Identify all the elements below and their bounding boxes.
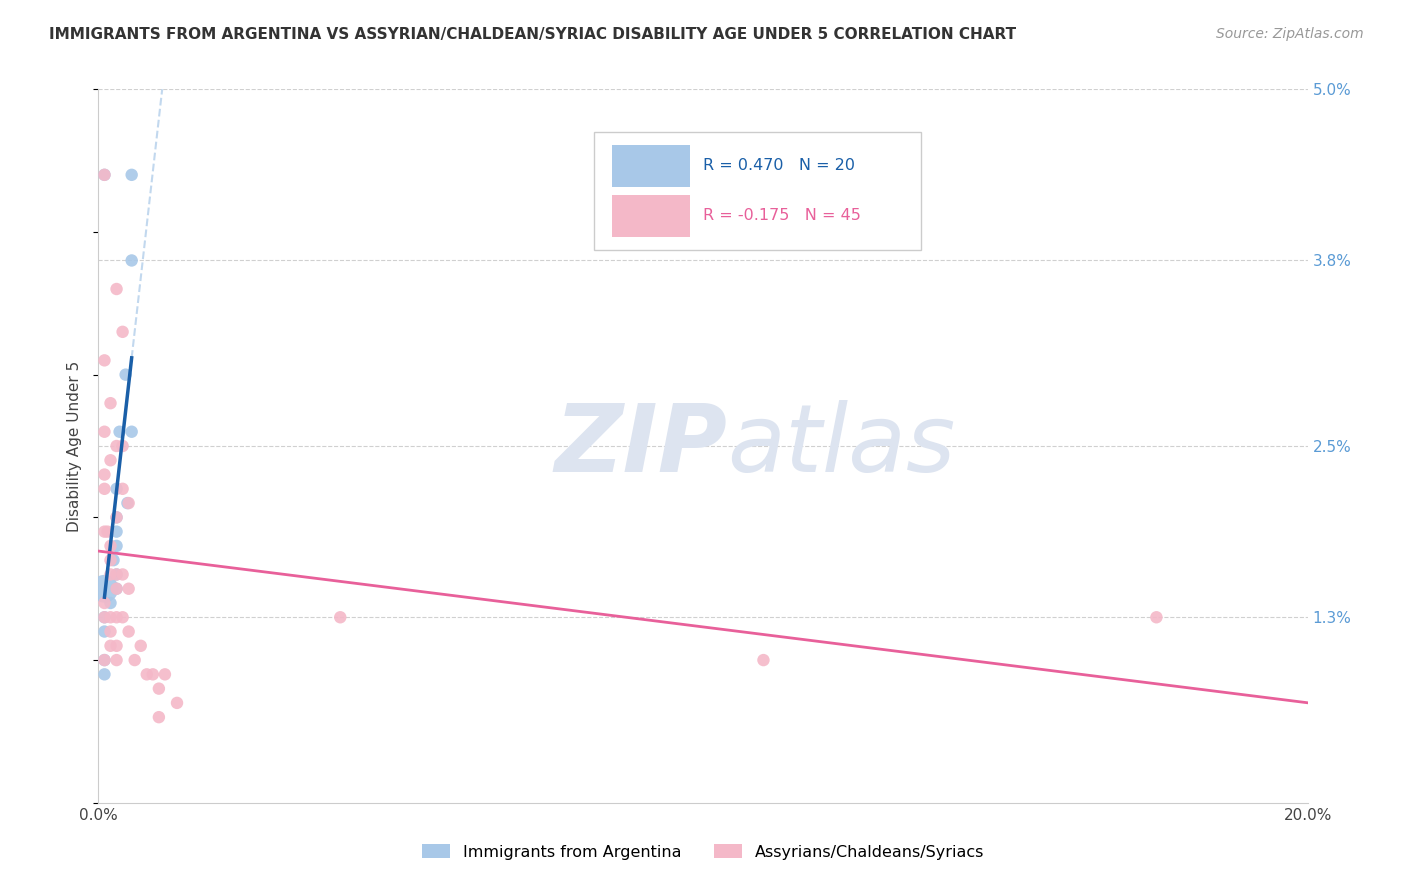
Point [100, 453, 122, 467]
Point [100, 396, 122, 410]
Text: ZIP: ZIP [554, 400, 727, 492]
Point [100, 553, 122, 567]
Text: IMMIGRANTS FROM ARGENTINA VS ASSYRIAN/CHALDEAN/SYRIAC DISABILITY AGE UNDER 5 COR: IMMIGRANTS FROM ARGENTINA VS ASSYRIAN/CH… [49, 27, 1017, 42]
Point [103, 553, 125, 567]
Point [93, 596, 115, 610]
Point [105, 282, 128, 296]
Point [105, 510, 128, 524]
Point [93, 610, 115, 624]
Point [121, 168, 143, 182]
Point [135, 667, 157, 681]
Point [121, 253, 143, 268]
Point [129, 639, 152, 653]
Text: atlas: atlas [727, 401, 956, 491]
Point [93, 467, 115, 482]
Point [93, 168, 115, 182]
Point [142, 667, 165, 681]
Point [111, 567, 134, 582]
FancyBboxPatch shape [595, 132, 921, 250]
Point [93, 653, 115, 667]
Point [93, 582, 115, 596]
Point [105, 567, 128, 582]
Point [100, 610, 122, 624]
Point [166, 696, 188, 710]
Point [153, 667, 176, 681]
Point [100, 639, 122, 653]
Text: Source: ZipAtlas.com: Source: ZipAtlas.com [1216, 27, 1364, 41]
Point [105, 439, 128, 453]
Point [105, 610, 128, 624]
FancyBboxPatch shape [613, 145, 690, 186]
Text: R = -0.175   N = 45: R = -0.175 N = 45 [703, 208, 860, 223]
FancyBboxPatch shape [613, 194, 690, 237]
Legend: Immigrants from Argentina, Assyrians/Chaldeans/Syriacs: Immigrants from Argentina, Assyrians/Cha… [415, 838, 991, 866]
Y-axis label: Disability Age Under 5: Disability Age Under 5 [67, 360, 83, 532]
Point [105, 582, 128, 596]
Point [105, 524, 128, 539]
Point [148, 710, 170, 724]
Point [93, 482, 115, 496]
Point [93, 425, 115, 439]
Point [105, 510, 128, 524]
Point [118, 624, 141, 639]
Point [114, 368, 136, 382]
Point [105, 539, 128, 553]
Point [121, 425, 143, 439]
Point [93, 353, 115, 368]
Point [118, 582, 141, 596]
Point [93, 610, 115, 624]
Point [100, 539, 122, 553]
Point [105, 653, 128, 667]
Text: R = 0.470   N = 20: R = 0.470 N = 20 [703, 158, 855, 173]
Point [108, 425, 131, 439]
Point [93, 653, 115, 667]
Point [111, 325, 134, 339]
Point [752, 653, 775, 667]
Point [96, 524, 118, 539]
Point [111, 610, 134, 624]
Point [93, 168, 115, 182]
Point [93, 624, 115, 639]
Point [105, 567, 128, 582]
Point [100, 624, 122, 639]
Point [111, 439, 134, 453]
Point [93, 524, 115, 539]
Point [100, 596, 122, 610]
Point [105, 482, 128, 496]
Point [118, 496, 141, 510]
Point [148, 681, 170, 696]
Point [93, 667, 115, 681]
Point [329, 610, 352, 624]
Point [124, 653, 146, 667]
Point [117, 496, 139, 510]
Point [100, 567, 122, 582]
Point [105, 582, 128, 596]
Point [1144, 610, 1167, 624]
Point [111, 482, 134, 496]
Point [105, 639, 128, 653]
